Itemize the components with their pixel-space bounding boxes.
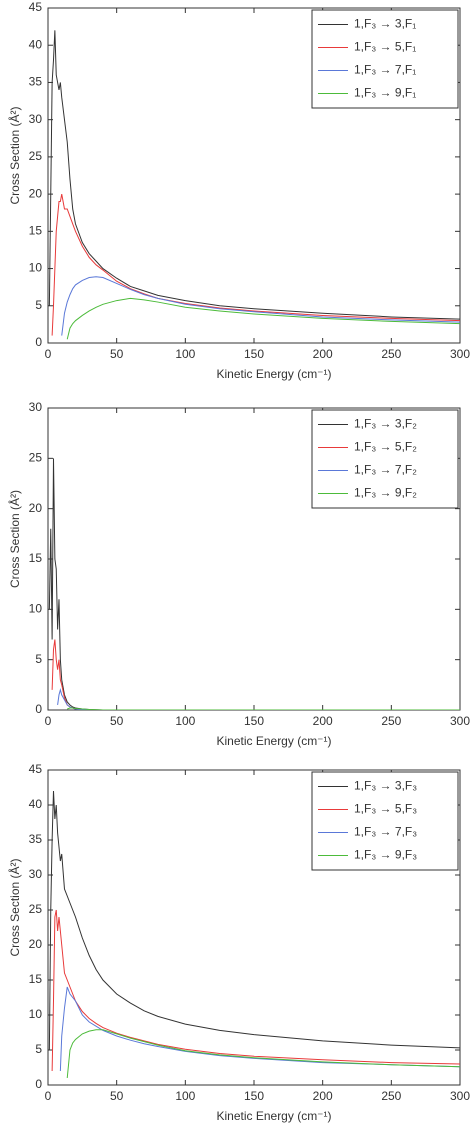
x-tick-label: 50 — [110, 347, 124, 361]
x-tick-label: 50 — [110, 714, 124, 728]
x-tick-label: 250 — [381, 714, 401, 728]
y-tick-label: 0 — [35, 335, 42, 349]
y-tick-label: 45 — [29, 762, 43, 776]
x-tick-label: 300 — [450, 1089, 470, 1103]
series-line — [59, 986, 460, 1072]
series-line — [57, 687, 460, 710]
x-tick-label: 150 — [244, 1089, 264, 1103]
x-tick-label: 0 — [45, 1089, 52, 1103]
x-tick-label: 0 — [45, 714, 52, 728]
x-tick-label: 150 — [244, 714, 264, 728]
x-axis-label: Kinetic Energy (cm⁻¹) — [216, 734, 331, 748]
y-tick-label: 30 — [29, 400, 43, 414]
x-tick-label: 200 — [313, 1089, 333, 1103]
y-tick-label: 5 — [35, 652, 42, 666]
x-tick-label: 250 — [381, 1089, 401, 1103]
legend: 1,F₃ → 3,F₂ 1,F₃ → 5,F₂ 1,F₃ → 7,F₂ 1,F₃ → … — [311, 409, 459, 509]
legend-box — [311, 409, 459, 509]
legend-label: 1,F₃ → 5,F₁ — [354, 40, 416, 54]
legend: 1,F₃ → 3,F₃ 1,F₃ → 5,F₃ 1,F₃ → 7,F₃ 1,F₃ → … — [311, 771, 459, 871]
legend-label: 1,F₃ → 9,F₃ — [354, 848, 417, 862]
y-tick-label: 0 — [35, 1077, 42, 1091]
y-tick-label: 20 — [29, 937, 43, 951]
y-tick-label: 40 — [29, 797, 43, 811]
x-tick-label: 300 — [450, 714, 470, 728]
y-tick-label: 25 — [29, 149, 43, 163]
series-line — [48, 30, 460, 320]
legend-label: 1,F₃ → 5,F₃ — [354, 802, 417, 816]
y-tick-label: 15 — [29, 551, 43, 565]
legend-box — [311, 9, 459, 109]
legend-label: 1,F₃ → 3,F₁ — [354, 17, 416, 31]
legend-label: 1,F₃ → 3,F₃ — [354, 779, 417, 793]
x-tick-label: 100 — [175, 1089, 195, 1103]
legend-label: 1,F₃ → 9,F₂ — [354, 486, 417, 500]
y-tick-label: 35 — [29, 832, 43, 846]
y-tick-label: 0 — [35, 702, 42, 716]
x-axis-label: Kinetic Energy (cm⁻¹) — [216, 1109, 331, 1123]
y-tick-label: 35 — [29, 75, 43, 89]
x-tick-label: 100 — [175, 347, 195, 361]
y-tick-label: 20 — [29, 186, 43, 200]
y-axis-label: Cross Section (Å²) — [7, 106, 22, 204]
series-line — [66, 1029, 460, 1079]
legend: 1,F₃ → 3,F₁ 1,F₃ → 5,F₁ 1,F₃ → 7,F₁ 1,F₃ → … — [311, 9, 459, 109]
y-axis-label: Cross Section (Å²) — [7, 858, 22, 956]
y-tick-label: 20 — [29, 501, 43, 515]
legend-label: 1,F₃ → 5,F₂ — [354, 440, 417, 454]
y-tick-label: 40 — [29, 37, 43, 51]
y-tick-label: 15 — [29, 972, 43, 986]
legend-label: 1,F₃ → 7,F₁ — [354, 63, 416, 77]
x-tick-label: 150 — [244, 347, 264, 361]
x-tick-label: 250 — [381, 347, 401, 361]
series-line — [48, 790, 460, 1051]
series-line — [67, 707, 460, 710]
legend-label: 1,F₃ → 7,F₃ — [354, 825, 417, 839]
series-line — [51, 909, 460, 1072]
y-tick-label: 25 — [29, 902, 43, 916]
x-tick-label: 200 — [313, 714, 333, 728]
x-tick-label: 300 — [450, 347, 470, 361]
series-line — [51, 639, 460, 710]
y-tick-label: 45 — [29, 0, 43, 14]
y-tick-label: 10 — [29, 602, 43, 616]
legend-label: 1,F₃ → 9,F₁ — [354, 86, 416, 100]
y-tick-label: 30 — [29, 867, 43, 881]
legend-box — [311, 771, 459, 871]
series-line — [61, 276, 460, 336]
y-tick-label: 5 — [35, 298, 42, 312]
series-line — [66, 297, 460, 340]
x-tick-label: 200 — [313, 347, 333, 361]
series-line — [51, 194, 460, 336]
y-tick-label: 10 — [29, 1007, 43, 1021]
legend-label: 1,F₃ → 7,F₂ — [354, 463, 417, 477]
legend-label: 1,F₃ → 3,F₂ — [354, 417, 417, 431]
y-tick-label: 5 — [35, 1042, 42, 1056]
x-tick-label: 0 — [45, 347, 52, 361]
x-tick-label: 100 — [175, 714, 195, 728]
y-tick-label: 25 — [29, 451, 43, 465]
y-tick-label: 10 — [29, 261, 43, 275]
y-axis-label: Cross Section (Å²) — [7, 490, 22, 588]
x-axis-label: Kinetic Energy (cm⁻¹) — [216, 367, 331, 381]
x-tick-label: 50 — [110, 1089, 124, 1103]
y-tick-label: 30 — [29, 112, 43, 126]
y-tick-label: 15 — [29, 224, 43, 238]
